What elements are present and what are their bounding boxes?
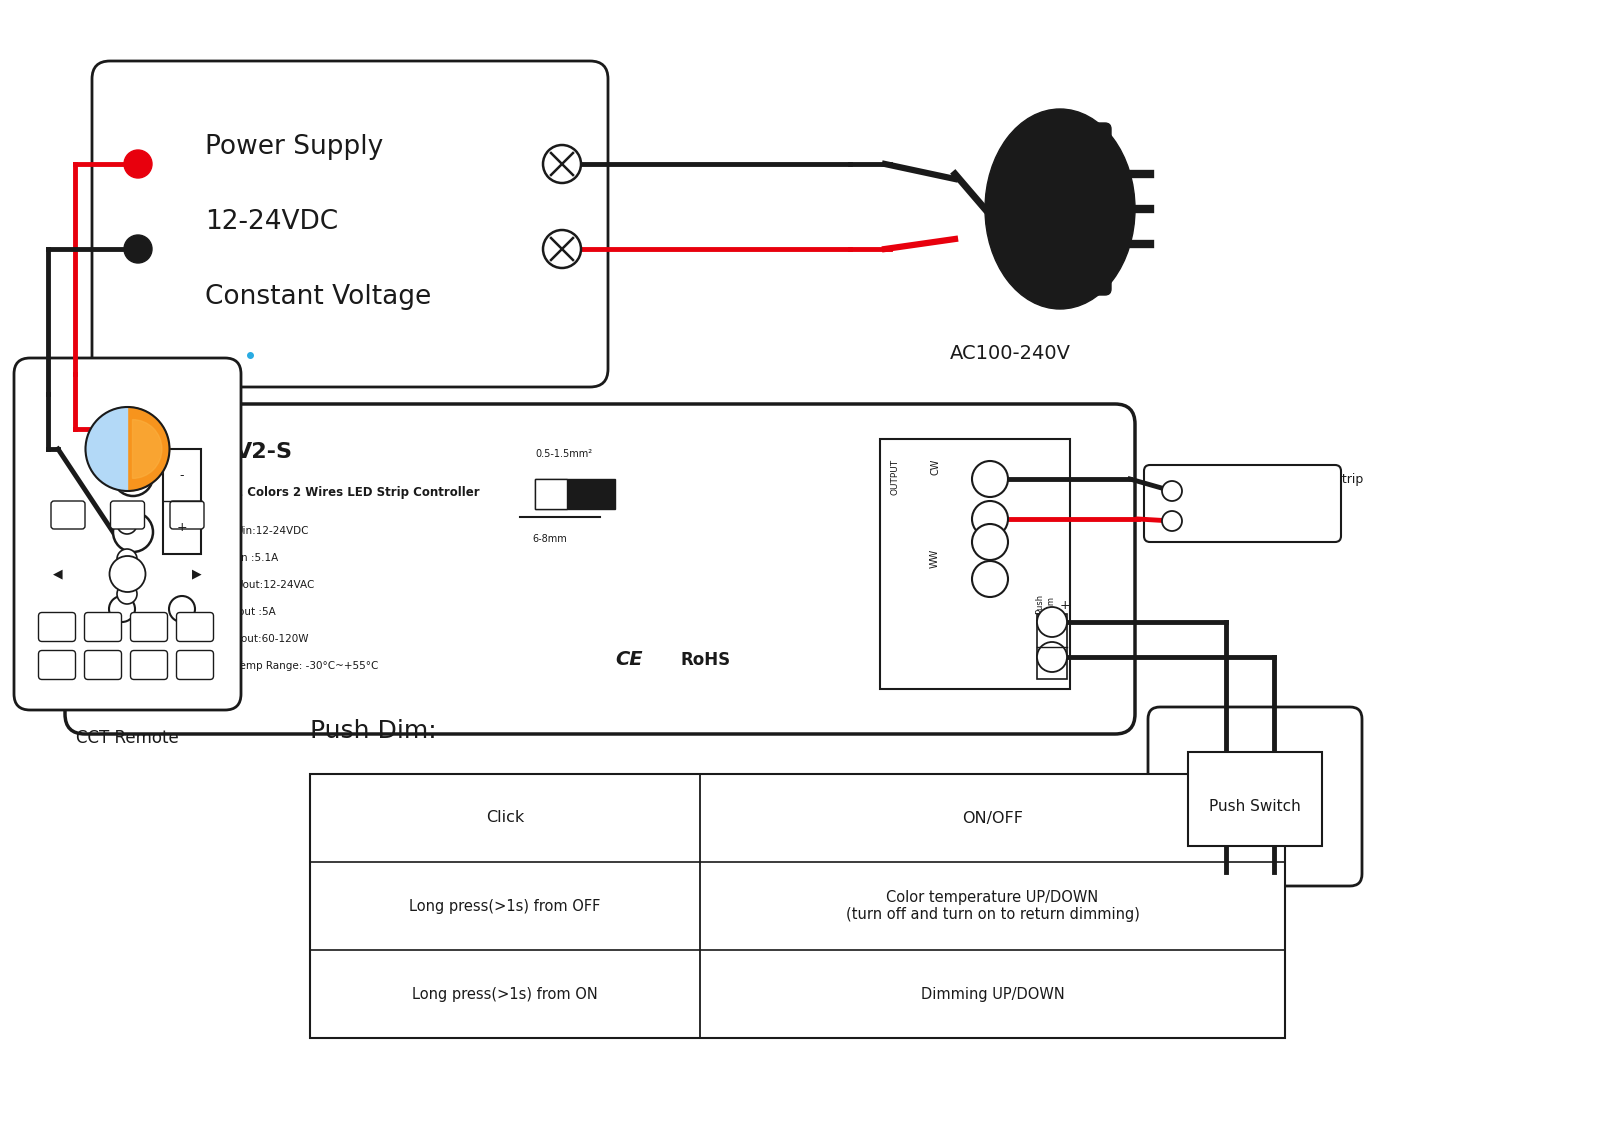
FancyBboxPatch shape bbox=[176, 650, 213, 680]
Text: Iout :5A: Iout :5A bbox=[235, 607, 275, 618]
Text: Uout:12-24VAC: Uout:12-24VAC bbox=[235, 580, 314, 590]
FancyBboxPatch shape bbox=[14, 358, 242, 710]
FancyBboxPatch shape bbox=[1149, 707, 1362, 886]
Text: Temp Range: -30°C~+55°C: Temp Range: -30°C~+55°C bbox=[235, 660, 378, 671]
Circle shape bbox=[973, 461, 1008, 497]
Circle shape bbox=[1162, 511, 1182, 531]
Text: AC100-240V: AC100-240V bbox=[950, 344, 1070, 364]
Text: 12-24VDC: 12-24VDC bbox=[205, 209, 338, 235]
Text: CE: CE bbox=[614, 650, 643, 669]
Text: Long press(>1s) from OFF: Long press(>1s) from OFF bbox=[410, 899, 600, 913]
Circle shape bbox=[114, 511, 154, 552]
Circle shape bbox=[1037, 607, 1067, 637]
Wedge shape bbox=[85, 406, 128, 491]
Text: -: - bbox=[179, 469, 184, 482]
FancyBboxPatch shape bbox=[110, 501, 144, 530]
FancyBboxPatch shape bbox=[1043, 123, 1110, 295]
Text: -: - bbox=[1155, 474, 1160, 488]
FancyBboxPatch shape bbox=[85, 613, 122, 641]
Circle shape bbox=[542, 230, 581, 268]
FancyBboxPatch shape bbox=[170, 501, 205, 530]
Text: +: + bbox=[1152, 505, 1163, 517]
Bar bbox=[1187, 752, 1322, 846]
FancyBboxPatch shape bbox=[51, 501, 85, 530]
FancyBboxPatch shape bbox=[1144, 465, 1341, 542]
Circle shape bbox=[973, 524, 1008, 560]
Text: Pout:60-120W: Pout:60-120W bbox=[235, 634, 309, 644]
Circle shape bbox=[117, 549, 138, 569]
Text: Power Supply: Power Supply bbox=[205, 134, 384, 160]
Text: ON/OFF: ON/OFF bbox=[962, 811, 1022, 825]
Bar bbox=[310, 774, 1285, 1038]
Ellipse shape bbox=[986, 110, 1134, 309]
Circle shape bbox=[973, 501, 1008, 537]
Text: Push Dim:: Push Dim: bbox=[310, 719, 437, 743]
Text: ▶: ▶ bbox=[192, 568, 202, 580]
Text: Push
Dim: Push Dim bbox=[1035, 594, 1054, 614]
Text: 2 Colors 2 Wires LED Strip Controller: 2 Colors 2 Wires LED Strip Controller bbox=[235, 485, 480, 499]
Circle shape bbox=[109, 596, 134, 622]
FancyBboxPatch shape bbox=[176, 613, 213, 641]
Text: 0.5-1.5mm²: 0.5-1.5mm² bbox=[534, 449, 592, 460]
Circle shape bbox=[117, 514, 138, 534]
Wedge shape bbox=[133, 420, 162, 479]
Circle shape bbox=[170, 596, 195, 622]
FancyBboxPatch shape bbox=[66, 404, 1134, 734]
Text: 6-8mm: 6-8mm bbox=[533, 534, 568, 544]
Text: OUTPUT: OUTPUT bbox=[891, 460, 899, 496]
Circle shape bbox=[117, 584, 138, 604]
FancyBboxPatch shape bbox=[85, 650, 122, 680]
Text: ◀: ◀ bbox=[53, 568, 62, 580]
Text: Dimming UP/DOWN: Dimming UP/DOWN bbox=[920, 987, 1064, 1001]
Text: Uin:12-24VDC: Uin:12-24VDC bbox=[235, 526, 309, 536]
Text: Click: Click bbox=[486, 811, 525, 825]
Text: +: + bbox=[1059, 599, 1070, 612]
Circle shape bbox=[114, 456, 154, 496]
FancyBboxPatch shape bbox=[93, 61, 608, 387]
Text: INPUT
12-24VDC: INPUT 12-24VDC bbox=[213, 480, 232, 518]
Circle shape bbox=[542, 145, 581, 183]
Bar bbox=[534, 479, 614, 509]
Text: 2-wires Dual color LED strip: 2-wires Dual color LED strip bbox=[1190, 473, 1363, 487]
Text: Long press(>1s) from ON: Long press(>1s) from ON bbox=[413, 987, 598, 1001]
Text: WW: WW bbox=[930, 549, 941, 568]
Circle shape bbox=[973, 561, 1008, 597]
Bar bbox=[1037, 614, 1067, 679]
Text: V2-S: V2-S bbox=[235, 441, 293, 462]
Bar bbox=[163, 449, 202, 554]
FancyBboxPatch shape bbox=[38, 613, 75, 641]
Circle shape bbox=[109, 555, 146, 592]
Text: RoHS: RoHS bbox=[680, 651, 730, 669]
FancyBboxPatch shape bbox=[131, 613, 168, 641]
Text: CCT Remote: CCT Remote bbox=[77, 729, 179, 747]
Text: CW: CW bbox=[930, 460, 941, 475]
Text: Constant Voltage: Constant Voltage bbox=[205, 285, 432, 310]
Text: +: + bbox=[176, 522, 187, 534]
Circle shape bbox=[125, 150, 152, 178]
FancyBboxPatch shape bbox=[131, 650, 168, 680]
Text: Iin :5.1A: Iin :5.1A bbox=[235, 553, 278, 563]
Text: MATCH: MATCH bbox=[165, 571, 198, 581]
Bar bbox=[880, 439, 1070, 689]
FancyBboxPatch shape bbox=[38, 650, 75, 680]
Text: RUN: RUN bbox=[112, 571, 133, 581]
Bar bbox=[534, 479, 566, 509]
Wedge shape bbox=[128, 406, 170, 491]
Circle shape bbox=[1162, 481, 1182, 501]
Circle shape bbox=[1037, 642, 1067, 672]
Text: Color temperature UP/DOWN
(turn off and turn on to return dimming): Color temperature UP/DOWN (turn off and … bbox=[845, 890, 1139, 922]
Circle shape bbox=[125, 235, 152, 263]
Text: Push Switch: Push Switch bbox=[1210, 799, 1301, 814]
